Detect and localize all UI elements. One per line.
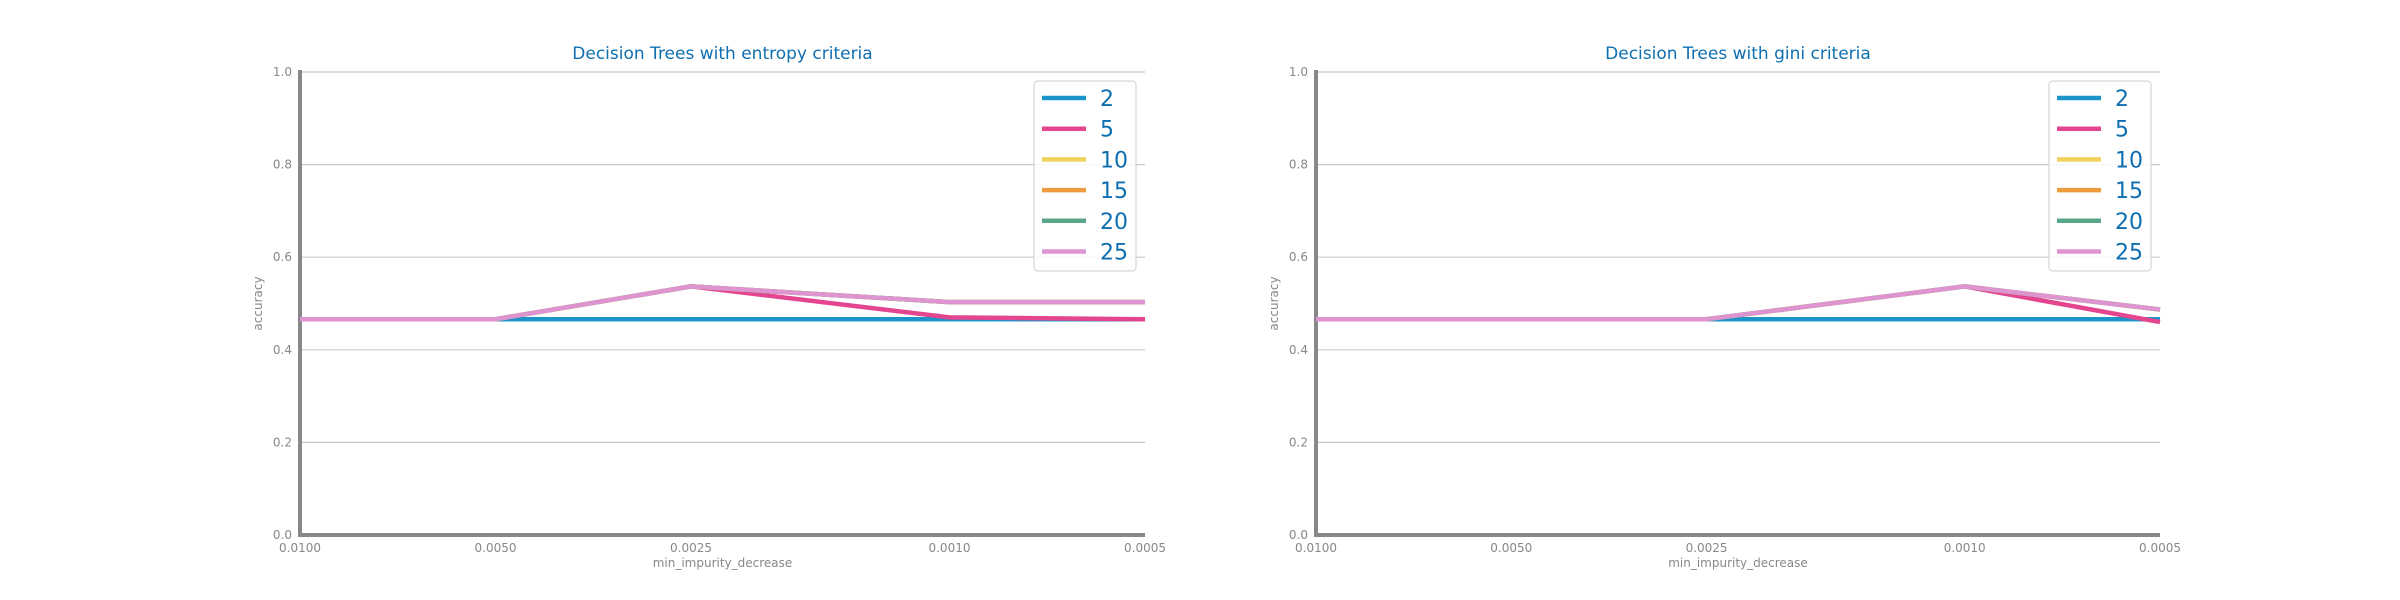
legend-item: 25 (1042, 241, 1128, 266)
legend-item: 15 (1042, 179, 1128, 204)
legend-item: 10 (1042, 148, 1128, 173)
y-tick-label: 0.8 (1289, 158, 1308, 172)
legend-item: 15 (2057, 179, 2143, 204)
y-axis-label: accuracy (251, 276, 265, 330)
y-tick-label: 0.8 (273, 158, 292, 172)
legend-label: 10 (2115, 148, 2143, 173)
legend-label: 20 (2115, 210, 2143, 235)
legend-label: 5 (2115, 118, 2129, 143)
y-tick-label: 0.2 (1289, 435, 1308, 449)
legend-label: 15 (2115, 179, 2143, 204)
legend-label: 10 (1100, 148, 1128, 173)
series-line-25 (1316, 284, 2161, 322)
x-tick-label: 0.0025 (1686, 541, 1728, 555)
x-tick-label: 0.0050 (1490, 541, 1532, 555)
chart-1: 0.0 0.2 0.4 0.6 0.8 1.0 0.0100 0.0050 0.0025 0.00… (251, 44, 1166, 570)
legend-item: 25 (2057, 241, 2143, 266)
y-tick-label: 0.4 (1289, 343, 1308, 357)
legend-label: 5 (1100, 118, 1114, 143)
y-tick-label: 0.6 (1289, 250, 1308, 264)
y-axis-label: accuracy (1267, 276, 1281, 330)
legend-label: 25 (2115, 241, 2143, 266)
legend-item: 10 (2057, 148, 2143, 173)
y-tick-label: 0.0 (273, 528, 292, 542)
legend-item: 2 (1042, 87, 1114, 112)
x-tick-label: 0.0025 (670, 541, 712, 555)
x-tick-label: 0.0005 (2139, 541, 2181, 555)
x-tick-label: 0.0005 (1124, 541, 1166, 555)
legend-item: 5 (2057, 118, 2129, 143)
x-tick-label: 0.0010 (928, 541, 970, 555)
y-tick-label: 0.2 (273, 435, 292, 449)
legend-item: 2 (2057, 87, 2129, 112)
y-tick-label: 0.4 (273, 343, 292, 357)
x-tick-label: 0.0050 (475, 541, 517, 555)
legend-item: 5 (1042, 118, 1114, 143)
legend-item: 20 (2057, 210, 2143, 235)
x-axis-label: min_impurity_decrease (653, 556, 793, 570)
legend-item: 20 (1042, 210, 1128, 235)
series-line-25 (300, 284, 1145, 322)
x-tick-label: 0.0010 (1944, 541, 1986, 555)
chart-title: Decision Trees with gini criteria (1605, 44, 1871, 64)
x-tick-label: 0.0100 (1295, 541, 1337, 555)
legend-label: 15 (1100, 179, 1128, 204)
chart-2: 0.0 0.2 0.4 0.6 0.8 1.0 0.0100 0.0050 0.0025 0.00… (1267, 44, 2181, 570)
y-tick-label: 1.0 (1289, 65, 1308, 79)
x-axis-label: min_impurity_decrease (1668, 556, 1808, 570)
legend-label: 2 (1100, 87, 1114, 112)
y-tick-label: 0.0 (1289, 528, 1308, 542)
legend-label: 25 (1100, 241, 1128, 266)
legend-label: 20 (1100, 210, 1128, 235)
y-tick-label: 1.0 (273, 65, 292, 79)
y-tick-label: 0.6 (273, 250, 292, 264)
x-tick-label: 0.0100 (279, 541, 321, 555)
legend-label: 2 (2115, 87, 2129, 112)
chart-title: Decision Trees with entropy criteria (572, 44, 872, 64)
